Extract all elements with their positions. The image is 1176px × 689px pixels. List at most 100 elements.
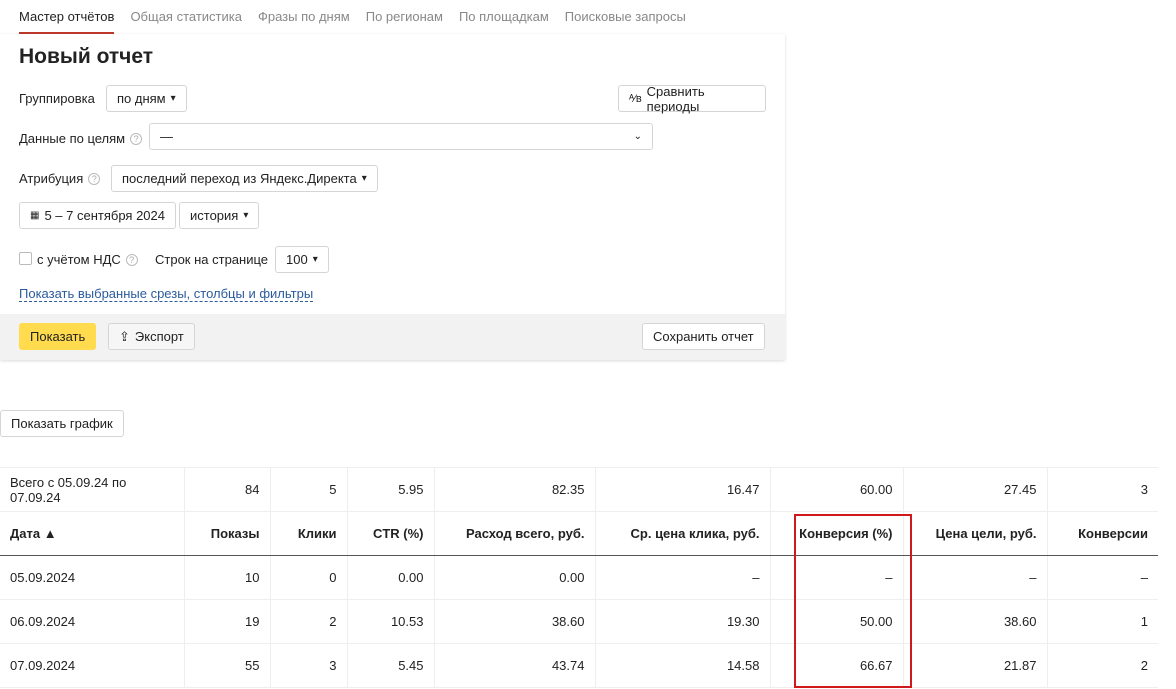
show-slices-link[interactable]: Показать выбранные срезы, столбцы и филь… — [19, 286, 314, 302]
chevron-down-icon: ⌄ — [633, 131, 642, 142]
table-cell: 3 — [270, 643, 348, 688]
column-header[interactable]: Клики — [270, 511, 348, 556]
rows-per-page-value: 100 — [286, 252, 308, 267]
column-header[interactable]: Цена цели, руб. — [903, 511, 1048, 556]
save-report-button[interactable]: Сохранить отчет — [642, 323, 765, 350]
attribution-value: последний переход из Яндекс.Директа — [122, 171, 357, 186]
tab-regions[interactable]: По регионам — [365, 9, 443, 24]
table-cell: 38.60 — [903, 599, 1048, 644]
table-cell: 21.87 — [903, 643, 1048, 688]
rows-per-page-select[interactable]: 100 ▾ — [275, 246, 329, 273]
column-header[interactable]: Конверсия (%) — [770, 511, 904, 556]
date-range-button[interactable]: ▦ 5 – 7 сентября 2024 — [19, 202, 176, 229]
rows-per-page-label: Строк на странице — [155, 252, 269, 267]
summary-cell: 27.45 — [903, 467, 1048, 512]
history-select[interactable]: история ▾ — [179, 202, 260, 229]
table-row: 06.09.2024 19 2 10.53 38.60 19.30 50.00 38.60 1 — [0, 599, 1158, 644]
export-button[interactable]: ⇪ Экспорт — [108, 323, 195, 350]
table-row: 07.09.2024 55 3 5.45 43.74 14.58 66.67 21.87 2 — [0, 643, 1158, 688]
summary-cell: 84 — [184, 467, 271, 512]
table-cell: 38.60 — [434, 599, 596, 644]
table-cell: 07.09.2024 — [0, 643, 185, 688]
chevron-down-icon: ▾ — [361, 173, 367, 184]
column-header[interactable]: Ср. цена клика, руб. — [595, 511, 771, 556]
table-cell: 06.09.2024 — [0, 599, 185, 644]
table-cell: 19 — [184, 599, 271, 644]
summary-cell: 5 — [270, 467, 348, 512]
table-cell: 2 — [270, 599, 348, 644]
goals-label-text: Данные по целям — [19, 131, 126, 146]
table-cell: – — [1047, 555, 1158, 600]
summary-cell: 5.95 — [347, 467, 435, 512]
summary-cell: 3 — [1047, 467, 1158, 512]
report-tabs: Мастер отчётов Общая статистика Фразы по… — [19, 9, 686, 34]
table-cell: 66.67 — [770, 643, 904, 688]
export-label: Экспорт — [134, 329, 184, 344]
ab-icon: ᴬ⁄ʙ — [629, 92, 642, 105]
goals-value: — — [160, 129, 173, 144]
stats-table: Всего с 05.09.24 по 07.09.24 84 5 5.95 82.35… — [0, 467, 1158, 688]
summary-cell: 82.35 — [434, 467, 596, 512]
tab-phrases-by-day[interactable]: Фразы по дням — [257, 9, 350, 24]
table-cell: 55 — [184, 643, 271, 688]
help-icon[interactable]: ? — [125, 253, 138, 266]
table-cell: 05.09.2024 — [0, 555, 185, 600]
goals-label: Данные по целям? — [19, 131, 143, 146]
grouping-label: Группировка — [19, 91, 95, 106]
show-button[interactable]: Показать — [19, 323, 97, 350]
grouping-value: по дням — [117, 91, 166, 106]
attribution-select[interactable]: последний переход из Яндекс.Директа ▾ — [111, 165, 378, 192]
column-header[interactable]: CTR (%) — [347, 511, 435, 556]
column-header[interactable]: Дата ▲ — [0, 511, 185, 556]
chevron-down-icon: ▾ — [243, 210, 249, 221]
summary-row: Всего с 05.09.24 по 07.09.24 84 5 5.95 82.35… — [0, 467, 1158, 512]
column-header[interactable]: Конверсии — [1047, 511, 1158, 556]
tab-general-stats[interactable]: Общая статистика — [130, 9, 242, 24]
table-cell: 5.45 — [347, 643, 435, 688]
table-cell: – — [770, 555, 904, 600]
table-cell: 50.00 — [770, 599, 904, 644]
table-row: 05.09.2024 10 0 0.00 0.00– – – – — [0, 555, 1158, 600]
vat-label: с учётом НДС? — [37, 252, 138, 267]
compare-periods-button[interactable]: ᴬ⁄ʙ Сравнить периоды — [618, 83, 766, 114]
table-cell: 19.30 — [595, 599, 771, 644]
tab-search-queries[interactable]: Поисковые запросы — [564, 9, 686, 24]
column-header[interactable]: Расход всего, руб. — [434, 511, 596, 556]
table-cell: 10 — [184, 555, 271, 600]
chevron-down-icon: ▾ — [170, 93, 176, 104]
calendar-icon: ▦ — [30, 210, 40, 221]
column-header[interactable]: Показы — [184, 511, 271, 556]
grouping-select[interactable]: по дням ▾ — [106, 85, 187, 112]
table-cell: 10.53 — [347, 599, 435, 644]
summary-cell: 16.47 — [595, 467, 771, 512]
panel-footer: Показать ⇪ Экспорт Сохранить отчет — [0, 314, 785, 360]
table-cell: 0 — [270, 555, 348, 600]
date-range-value: 5 – 7 сентября 2024 — [44, 208, 165, 223]
chevron-down-icon: ▾ — [312, 254, 318, 265]
help-icon[interactable]: ? — [88, 172, 101, 185]
tab-placements[interactable]: По площадкам — [458, 9, 549, 24]
table-cell: 0.00 — [434, 555, 596, 600]
history-label: история — [190, 208, 239, 223]
vat-label-text: с учётом НДС — [37, 252, 121, 267]
table-cell: 14.58 — [595, 643, 771, 688]
table-cell: – — [903, 555, 1048, 600]
table-cell: – — [595, 555, 771, 600]
export-icon: ⇪ — [119, 328, 130, 344]
summary-cell: 60.00 — [770, 467, 904, 512]
table-cell: 0.00 — [347, 555, 435, 600]
attribution-label: Атрибуция? — [19, 171, 101, 186]
attribution-label-text: Атрибуция — [19, 171, 84, 186]
table-cell: 2 — [1047, 643, 1158, 688]
report-settings-panel: Новый отчет Группировка по дням ▾ ᴬ⁄ʙ Срав… — [0, 34, 785, 360]
header-row: Дата ▲ Показы Клики CTR (%) Расход всего, ру… — [0, 511, 1158, 556]
compare-label: Сравнить периоды — [646, 83, 705, 114]
page-title: Новый отчет — [19, 45, 154, 68]
tab-report-master[interactable]: Мастер отчётов — [19, 9, 115, 34]
table-cell: 43.74 — [434, 643, 596, 688]
table-cell: 1 — [1047, 599, 1158, 644]
goals-select[interactable]: — ⌄ — [149, 123, 653, 150]
show-chart-button[interactable]: Показать график — [0, 410, 124, 437]
vat-checkbox[interactable] — [19, 252, 32, 265]
help-icon[interactable]: ? — [130, 132, 143, 145]
